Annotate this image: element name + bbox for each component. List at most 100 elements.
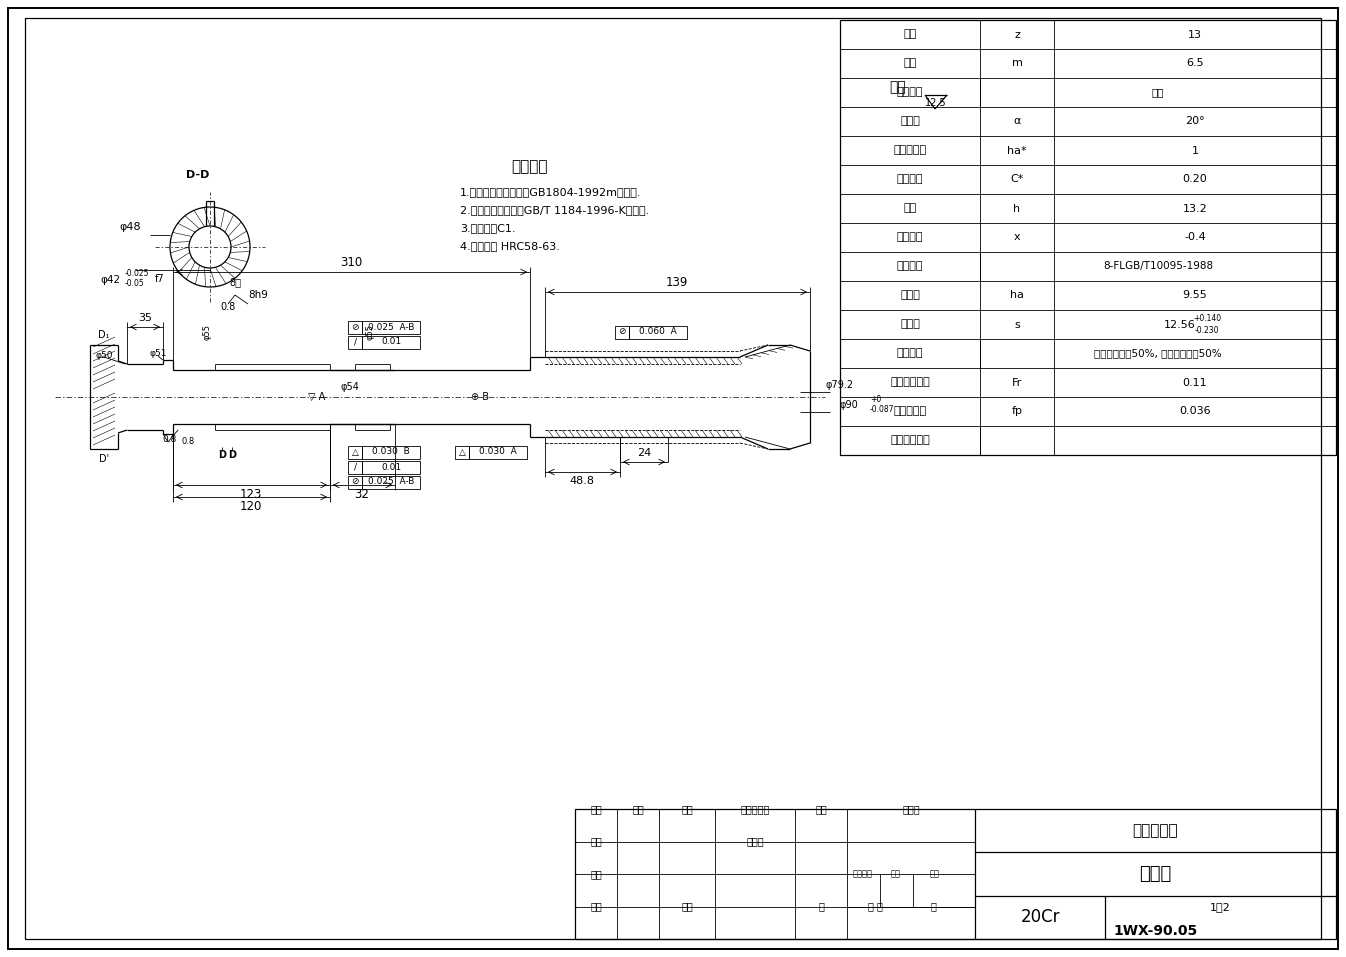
Text: 32: 32 [354, 487, 369, 501]
Text: 齿侧跳动系数: 齿侧跳动系数 [890, 377, 930, 388]
Text: 重量: 重量 [891, 870, 900, 879]
Text: 4.渗碳淬火 HRC58-63.: 4.渗碳淬火 HRC58-63. [460, 241, 560, 251]
Text: 310: 310 [341, 256, 362, 270]
Text: 弦齿厚: 弦齿厚 [900, 320, 919, 329]
Text: 批准: 批准 [681, 901, 693, 911]
Text: fp: fp [1011, 407, 1023, 416]
Text: 共: 共 [818, 901, 824, 911]
Bar [349, 336, 362, 348]
Text: 0.8: 0.8 [163, 434, 178, 443]
Text: 1WX-90.05: 1WX-90.05 [1113, 924, 1198, 938]
Bar [349, 460, 362, 474]
Text: 8齿: 8齿 [229, 277, 241, 287]
Text: 直齿: 直齿 [1152, 87, 1164, 98]
Text: △: △ [351, 448, 358, 456]
Bar [575, 809, 1337, 939]
Text: 12.5: 12.5 [925, 98, 946, 108]
Text: φ50: φ50 [96, 350, 113, 360]
Text: 20Cr: 20Cr [1020, 908, 1059, 926]
Text: 139: 139 [666, 277, 688, 290]
Text: 技术要求: 技术要求 [511, 160, 548, 174]
Text: x: x [1014, 233, 1020, 242]
Text: 8-FLGB/T10095-1988: 8-FLGB/T10095-1988 [1102, 261, 1213, 272]
Text: 6.5: 6.5 [1186, 58, 1203, 69]
Text: 设计: 设计 [590, 836, 602, 847]
Text: Fr: Fr [1012, 377, 1022, 388]
Text: 配对齿轮图号: 配对齿轮图号 [890, 435, 930, 446]
Text: 签名: 签名 [816, 804, 826, 814]
Text: 工艺: 工艺 [590, 901, 602, 911]
Text: 周节差公差: 周节差公差 [894, 407, 926, 416]
Text: 更改文件号: 更改文件号 [740, 804, 770, 814]
Text: 9.55: 9.55 [1183, 291, 1207, 300]
Text: 1：2: 1：2 [1210, 902, 1230, 912]
Text: ▽ A: ▽ A [308, 392, 326, 402]
Bar [362, 476, 420, 488]
Text: 120: 120 [240, 500, 262, 513]
Bar [362, 460, 420, 474]
Text: 年月日: 年月日 [902, 804, 919, 814]
Text: C*: C* [1011, 174, 1024, 185]
Text: -0.4: -0.4 [1184, 233, 1206, 242]
Text: 1.未注尺寸公差应符合GB1804-1992m级要求.: 1.未注尺寸公差应符合GB1804-1992m级要求. [460, 187, 642, 197]
Text: 比例: 比例 [930, 870, 940, 879]
Text: -0.05: -0.05 [125, 279, 145, 288]
Bar [840, 20, 1337, 455]
Text: /: / [354, 338, 357, 346]
Text: -0.230: -0.230 [1195, 326, 1219, 335]
Text: ⊕ B: ⊕ B [471, 392, 489, 402]
Text: φ55: φ55 [202, 324, 211, 340]
Text: 0.11: 0.11 [1183, 377, 1207, 388]
Text: ⊘: ⊘ [618, 327, 626, 337]
Text: 1: 1 [1191, 145, 1198, 155]
Text: 盐城工学院: 盐城工学院 [1133, 824, 1178, 838]
Text: D: D [218, 450, 226, 460]
Text: 20°: 20° [1186, 117, 1205, 126]
Text: -0.087: -0.087 [870, 405, 895, 413]
Bar [349, 446, 362, 458]
Text: 变位系数: 变位系数 [896, 233, 923, 242]
Text: D-D: D-D [186, 170, 210, 180]
Text: φ90: φ90 [840, 400, 859, 410]
Text: 精度等级: 精度等级 [896, 261, 923, 272]
Text: +0.140: +0.140 [1193, 314, 1221, 323]
Text: φ79.2: φ79.2 [826, 380, 855, 390]
Text: 13: 13 [1189, 30, 1202, 39]
Text: 0.030  A: 0.030 A [479, 448, 517, 456]
Text: 0.8: 0.8 [221, 302, 236, 312]
Text: f7: f7 [155, 274, 164, 284]
Text: 处数: 处数 [633, 804, 643, 814]
Text: 齿高: 齿高 [903, 204, 917, 213]
Text: 齿轮轴: 齿轮轴 [1139, 865, 1171, 883]
Text: 分区: 分区 [681, 804, 693, 814]
Text: h: h [1014, 204, 1020, 213]
Text: ⊘: ⊘ [351, 323, 359, 331]
Text: D: D [227, 450, 236, 460]
Text: 0.01: 0.01 [381, 462, 401, 472]
Bar [362, 321, 420, 333]
Text: +0: +0 [870, 395, 882, 405]
Text: φ51: φ51 [149, 348, 167, 358]
Text: 审核: 审核 [590, 869, 602, 879]
Bar [468, 446, 528, 458]
Text: α: α [1014, 117, 1020, 126]
Text: 标记: 标记 [590, 804, 602, 814]
Bar [349, 321, 362, 333]
Text: ha: ha [1010, 291, 1024, 300]
Text: z: z [1014, 30, 1020, 39]
Text: 123: 123 [240, 487, 262, 501]
Text: 13.2: 13.2 [1183, 204, 1207, 213]
Bar [362, 336, 420, 348]
Text: 张 第: 张 第 [868, 901, 883, 911]
Text: s: s [1014, 320, 1020, 329]
Text: 24: 24 [637, 448, 651, 458]
Text: 齿顶高系数: 齿顶高系数 [894, 145, 926, 155]
Text: 2.未注形状公差遵循GB/T 1184-1996-K级要求.: 2.未注形状公差遵循GB/T 1184-1996-K级要求. [460, 205, 649, 215]
Text: /: / [354, 462, 357, 472]
Text: -0.025: -0.025 [125, 270, 149, 278]
Bar [362, 446, 420, 458]
Bar [349, 476, 362, 488]
Text: 接触斑点: 接触斑点 [896, 348, 923, 359]
Text: 顶隙系数: 顶隙系数 [896, 174, 923, 185]
Text: 弦齿高: 弦齿高 [900, 291, 919, 300]
